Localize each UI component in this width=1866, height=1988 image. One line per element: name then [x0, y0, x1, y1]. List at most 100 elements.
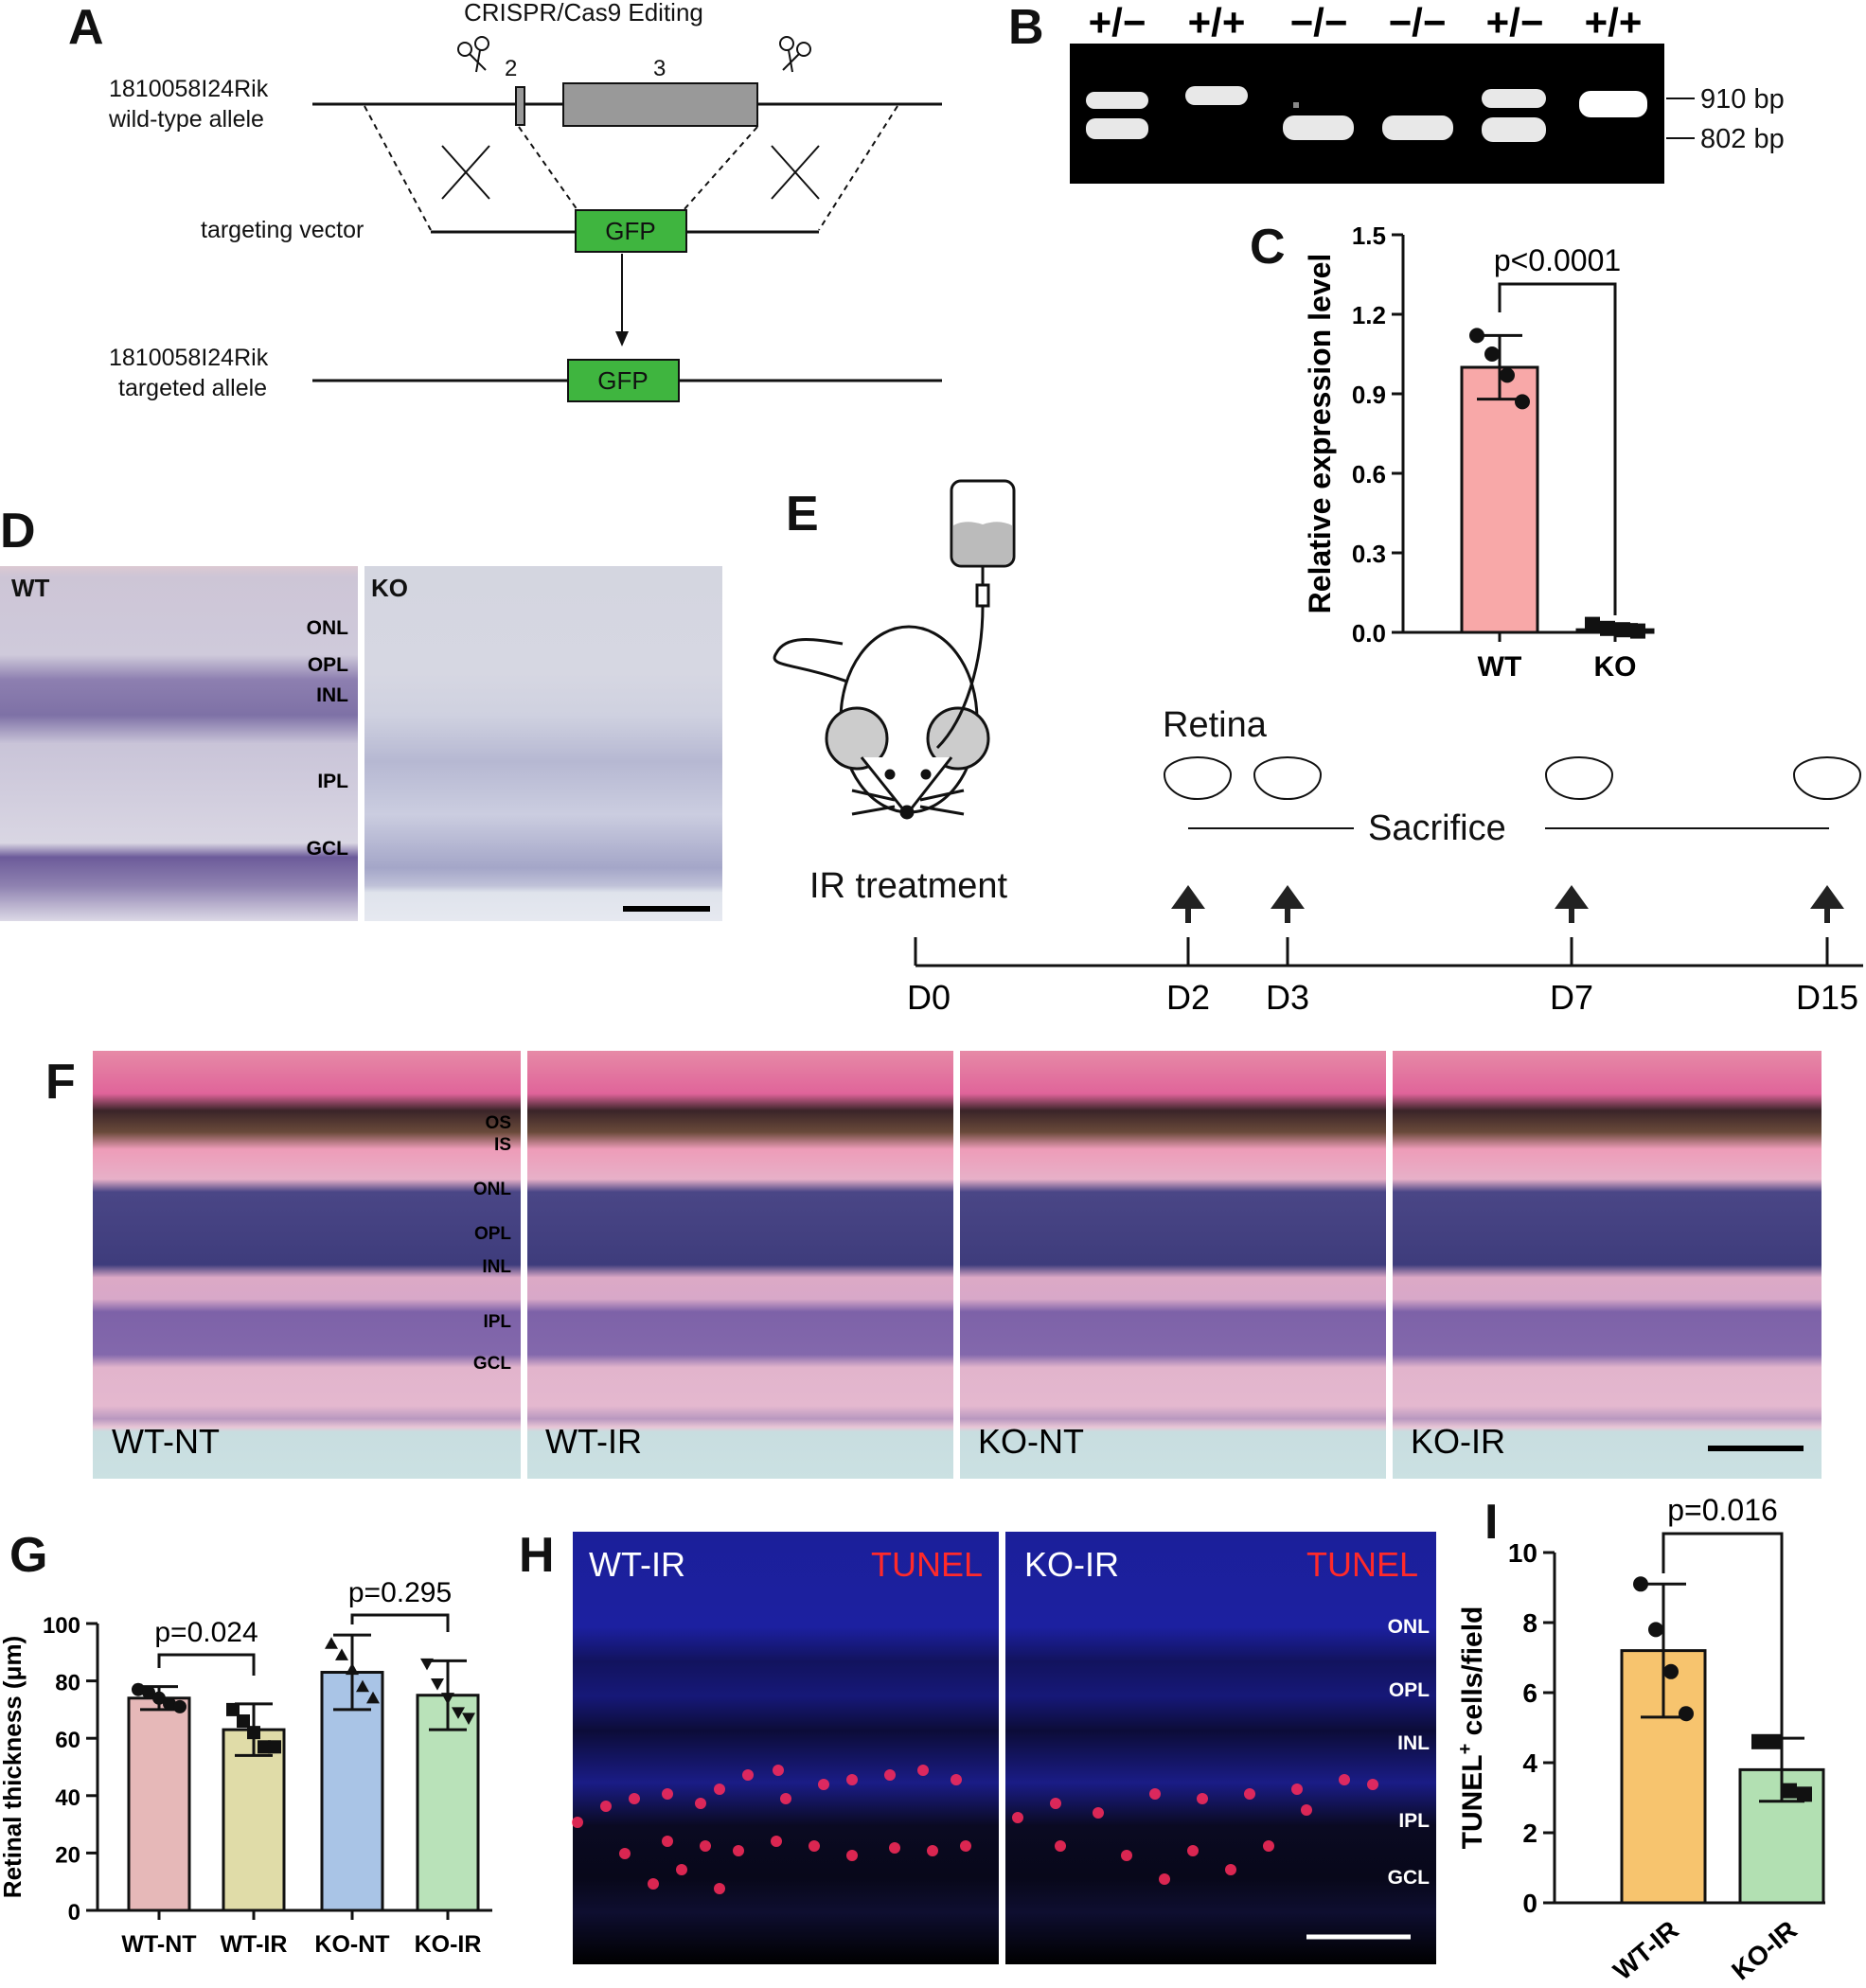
- chart-c-y-tick-label: 0.9: [1352, 381, 1386, 409]
- targeted-allele-diagram: GFP: [312, 359, 942, 402]
- tunel-cell-dot: [1159, 1873, 1170, 1885]
- he-image-ko-nt: [960, 1051, 1386, 1479]
- timeline-day-label: D3: [1266, 978, 1309, 1017]
- tunel-cell-dot: [1339, 1774, 1350, 1785]
- retina-cups: [1163, 756, 1862, 800]
- genotype-label: +/−: [1089, 0, 1146, 44]
- retina-cup-icon: [1544, 756, 1614, 800]
- tunel-label-ko-ir: KO-IR: [1024, 1545, 1119, 1584]
- ish-layer-labels: ONL OPL INL IPL GCL: [307, 617, 349, 860]
- gfp-box-vector: [575, 209, 687, 253]
- tunel-cell-dot: [927, 1845, 938, 1856]
- tunel-cell-dot: [572, 1817, 583, 1828]
- chart-i-y-label: TUNEL+ cells/field: [1455, 1606, 1488, 1850]
- tunel-label-wt-ir: WT-IR: [589, 1545, 685, 1584]
- panel-label-c: C: [1250, 220, 1286, 275]
- panel-label-g: G: [9, 1528, 47, 1583]
- tunel-cell-dot: [648, 1878, 659, 1890]
- chart-g-data-point: [258, 1740, 271, 1754]
- tunel-layer-label: ONL: [1388, 1616, 1431, 1638]
- genotype-label: −/−: [1389, 0, 1447, 44]
- tunel-cell-dot: [884, 1769, 896, 1781]
- panel-label-h: H: [519, 1528, 555, 1583]
- timeline-arrow-icon: [1810, 885, 1844, 909]
- chart-c-y-tick-label: 0.0: [1352, 619, 1386, 648]
- chart-g-data-point: [132, 1682, 145, 1696]
- chart-g-category-label: KO-NT: [314, 1931, 389, 1958]
- timeline-day-label: D7: [1550, 978, 1593, 1017]
- tunel-cell-dot: [960, 1840, 971, 1852]
- gel-image: [1070, 44, 1664, 184]
- scissors-icon-left: [457, 36, 489, 73]
- chart-g: 0 20 40 60 80 100 Retinal thickness (μm) WT-NT W…: [0, 1577, 492, 1958]
- tunel-image-ko-ir: [1005, 1532, 1436, 1964]
- he-sample-label: WT-IR: [545, 1422, 642, 1461]
- chart-g-y-tick-label: 0: [68, 1900, 80, 1926]
- timeline-arrow-icon: [1555, 885, 1589, 909]
- chart-c-y-label: Relative expression level: [1303, 254, 1337, 614]
- chart-g-data-point: [163, 1696, 176, 1711]
- chart-i-data-point: [1751, 1733, 1767, 1749]
- chart-g-data-point: [247, 1726, 260, 1740]
- chart-c-category-label: WT: [1478, 651, 1522, 683]
- chart-c-data-point: [1469, 328, 1484, 344]
- genotype-label: +/+: [1188, 0, 1246, 44]
- timeline-day-label: D0: [907, 978, 951, 1017]
- chart-g-y-label: Retinal thickness (μm): [0, 1636, 27, 1898]
- he-sample-label: KO-IR: [1411, 1422, 1505, 1461]
- tunel-cell-dot: [771, 1836, 782, 1847]
- tunel-cell-dot: [700, 1840, 711, 1852]
- recombination-lines: [364, 105, 898, 231]
- wt-allele-line2: wild-type allele: [108, 106, 264, 133]
- tunel-cell-dot: [1012, 1812, 1023, 1823]
- he-sample-labels: WT-NT WT-IR KO-NT KO-IR: [112, 1422, 1505, 1461]
- tunel-layer-label: GCL: [1388, 1867, 1431, 1889]
- timeline-day-label: D15: [1796, 978, 1858, 1017]
- chart-i-y-tick-label: 2: [1522, 1819, 1537, 1848]
- tunel-cell-dot: [1291, 1784, 1303, 1795]
- ish-layer-label: IPL: [317, 771, 348, 792]
- he-layer-label: IPL: [483, 1312, 511, 1332]
- chart-c-data-point: [1615, 622, 1630, 638]
- tunel-cell-dot: [1149, 1788, 1161, 1800]
- iv-bag-icon: [935, 479, 1016, 750]
- chart-g-data-point: [268, 1740, 281, 1754]
- chart-i-significance-bracket: [1662, 1532, 1784, 1772]
- tunel-layer-label: INL: [1397, 1732, 1430, 1754]
- tunel-cell-dot: [773, 1765, 784, 1776]
- tunel-cell-dot: [619, 1848, 631, 1859]
- chart-g-data-point: [441, 1693, 454, 1705]
- chart-c-y-tick-label: 1.2: [1352, 301, 1386, 329]
- tunel-stain-label-left: TUNEL: [871, 1545, 983, 1584]
- he-image-wt-ir: [527, 1051, 953, 1479]
- ish-layer-label: INL: [316, 684, 348, 706]
- chart-i-data-point: [1782, 1783, 1797, 1799]
- chart-c-data-point: [1600, 620, 1615, 636]
- chart-g-bar: [127, 1696, 191, 1912]
- tunel-cell-dot: [695, 1798, 706, 1809]
- chart-c-y-tick-label: 0.3: [1352, 540, 1386, 568]
- tunel-layer-label: OPL: [1389, 1679, 1430, 1701]
- gfp-box-targeted: [567, 359, 680, 402]
- ish-image-ko: [364, 566, 722, 921]
- tunel-cell-dot: [1263, 1840, 1274, 1852]
- panel-label-a: A: [68, 0, 104, 55]
- tunel-cell-dot: [1244, 1788, 1255, 1800]
- chart-g-data-point: [346, 1662, 359, 1676]
- tunel-cell-dot: [951, 1774, 962, 1785]
- genotype-label: −/−: [1290, 0, 1348, 44]
- chart-g-p-value: p=0.295: [348, 1577, 452, 1608]
- tunel-image-wt-ir: [573, 1532, 999, 1964]
- targeted-allele-line1: 1810058I24Rik: [109, 345, 269, 371]
- chart-g-p-value: p=0.024: [154, 1617, 258, 1648]
- chart-g-data-point: [452, 1707, 465, 1719]
- chart-i-data-point: [1767, 1733, 1782, 1749]
- ir-treatment-label: IR treatment: [809, 866, 1008, 906]
- panel-label-d: D: [0, 504, 36, 559]
- tunel-cell-dot: [917, 1765, 929, 1776]
- panel-label-b: B: [1008, 0, 1044, 55]
- chart-i-y-tick-label: 6: [1522, 1678, 1537, 1708]
- chart-g-data-point: [226, 1702, 240, 1716]
- chart-c: 0.0 0.3 0.6 0.9 1.2 1.5 Relative expression le…: [1303, 222, 1655, 683]
